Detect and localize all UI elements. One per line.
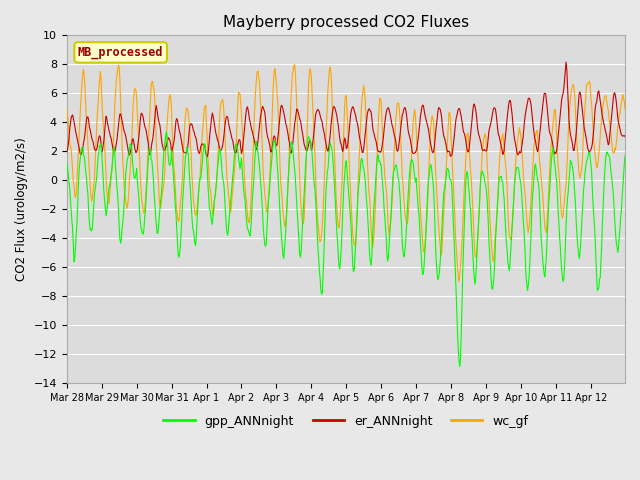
- Legend: gpp_ANNnight, er_ANNnight, wc_gf: gpp_ANNnight, er_ANNnight, wc_gf: [158, 410, 534, 433]
- Line: er_ANNnight: er_ANNnight: [67, 62, 625, 157]
- Text: MB_processed: MB_processed: [78, 46, 163, 59]
- Line: gpp_ANNnight: gpp_ANNnight: [67, 132, 625, 367]
- Line: wc_gf: wc_gf: [67, 65, 625, 281]
- Title: Mayberry processed CO2 Fluxes: Mayberry processed CO2 Fluxes: [223, 15, 469, 30]
- Y-axis label: CO2 Flux (urology/m2/s): CO2 Flux (urology/m2/s): [15, 137, 28, 281]
